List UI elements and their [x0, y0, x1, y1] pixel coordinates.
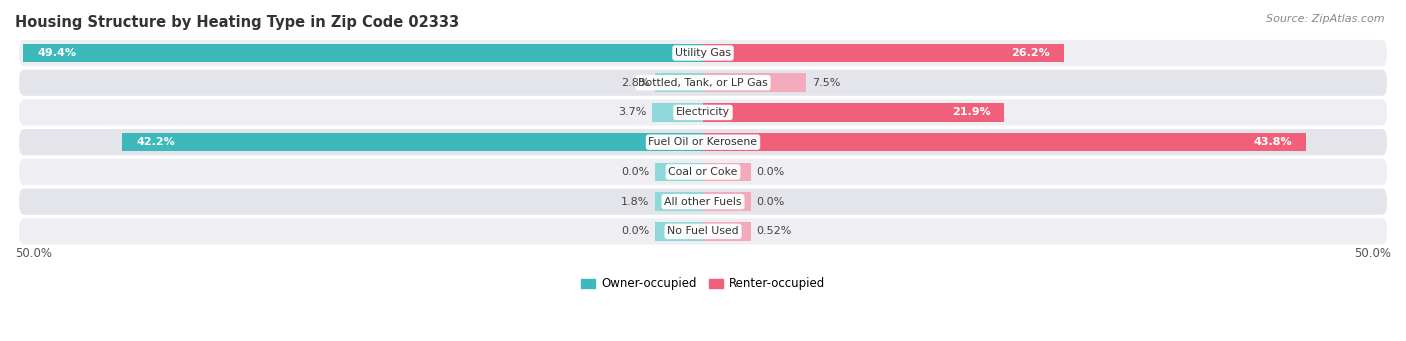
- Bar: [652, 103, 703, 122]
- Text: 0.52%: 0.52%: [756, 226, 792, 236]
- Text: 2.8%: 2.8%: [621, 78, 650, 88]
- Text: Fuel Oil or Kerosene: Fuel Oil or Kerosene: [648, 137, 758, 147]
- Text: Housing Structure by Heating Type in Zip Code 02333: Housing Structure by Heating Type in Zip…: [15, 15, 460, 30]
- Text: 0.0%: 0.0%: [621, 167, 650, 177]
- FancyBboxPatch shape: [20, 70, 1386, 96]
- Text: 43.8%: 43.8%: [1253, 137, 1292, 147]
- Text: 50.0%: 50.0%: [15, 247, 52, 260]
- Text: 49.4%: 49.4%: [37, 48, 76, 58]
- Text: 3.7%: 3.7%: [619, 107, 647, 117]
- FancyBboxPatch shape: [20, 189, 1386, 215]
- FancyBboxPatch shape: [20, 218, 1386, 244]
- FancyBboxPatch shape: [20, 99, 1386, 125]
- Bar: [703, 74, 806, 92]
- Text: 26.2%: 26.2%: [1011, 48, 1050, 58]
- Text: 1.8%: 1.8%: [621, 197, 650, 207]
- Text: 7.5%: 7.5%: [811, 78, 839, 88]
- Text: Utility Gas: Utility Gas: [675, 48, 731, 58]
- Bar: [703, 133, 1306, 151]
- Text: 0.0%: 0.0%: [621, 226, 650, 236]
- Legend: Owner-occupied, Renter-occupied: Owner-occupied, Renter-occupied: [576, 273, 830, 295]
- Bar: [703, 44, 1063, 62]
- FancyBboxPatch shape: [20, 159, 1386, 185]
- Bar: [655, 222, 703, 241]
- Text: Source: ZipAtlas.com: Source: ZipAtlas.com: [1267, 14, 1385, 24]
- Text: 0.0%: 0.0%: [756, 197, 785, 207]
- Text: 50.0%: 50.0%: [1354, 247, 1391, 260]
- Bar: [24, 44, 703, 62]
- Text: No Fuel Used: No Fuel Used: [668, 226, 738, 236]
- FancyBboxPatch shape: [20, 40, 1386, 66]
- Bar: [122, 133, 703, 151]
- Text: Electricity: Electricity: [676, 107, 730, 117]
- FancyBboxPatch shape: [20, 129, 1386, 155]
- Text: 21.9%: 21.9%: [952, 107, 991, 117]
- Text: 0.0%: 0.0%: [756, 167, 785, 177]
- Bar: [703, 192, 751, 211]
- Text: 42.2%: 42.2%: [136, 137, 174, 147]
- Bar: [655, 192, 703, 211]
- Bar: [703, 163, 751, 181]
- Text: All other Fuels: All other Fuels: [664, 197, 742, 207]
- Text: Coal or Coke: Coal or Coke: [668, 167, 738, 177]
- Bar: [703, 222, 751, 241]
- Bar: [655, 163, 703, 181]
- Bar: [703, 103, 1004, 122]
- Text: Bottled, Tank, or LP Gas: Bottled, Tank, or LP Gas: [638, 78, 768, 88]
- Bar: [655, 74, 703, 92]
